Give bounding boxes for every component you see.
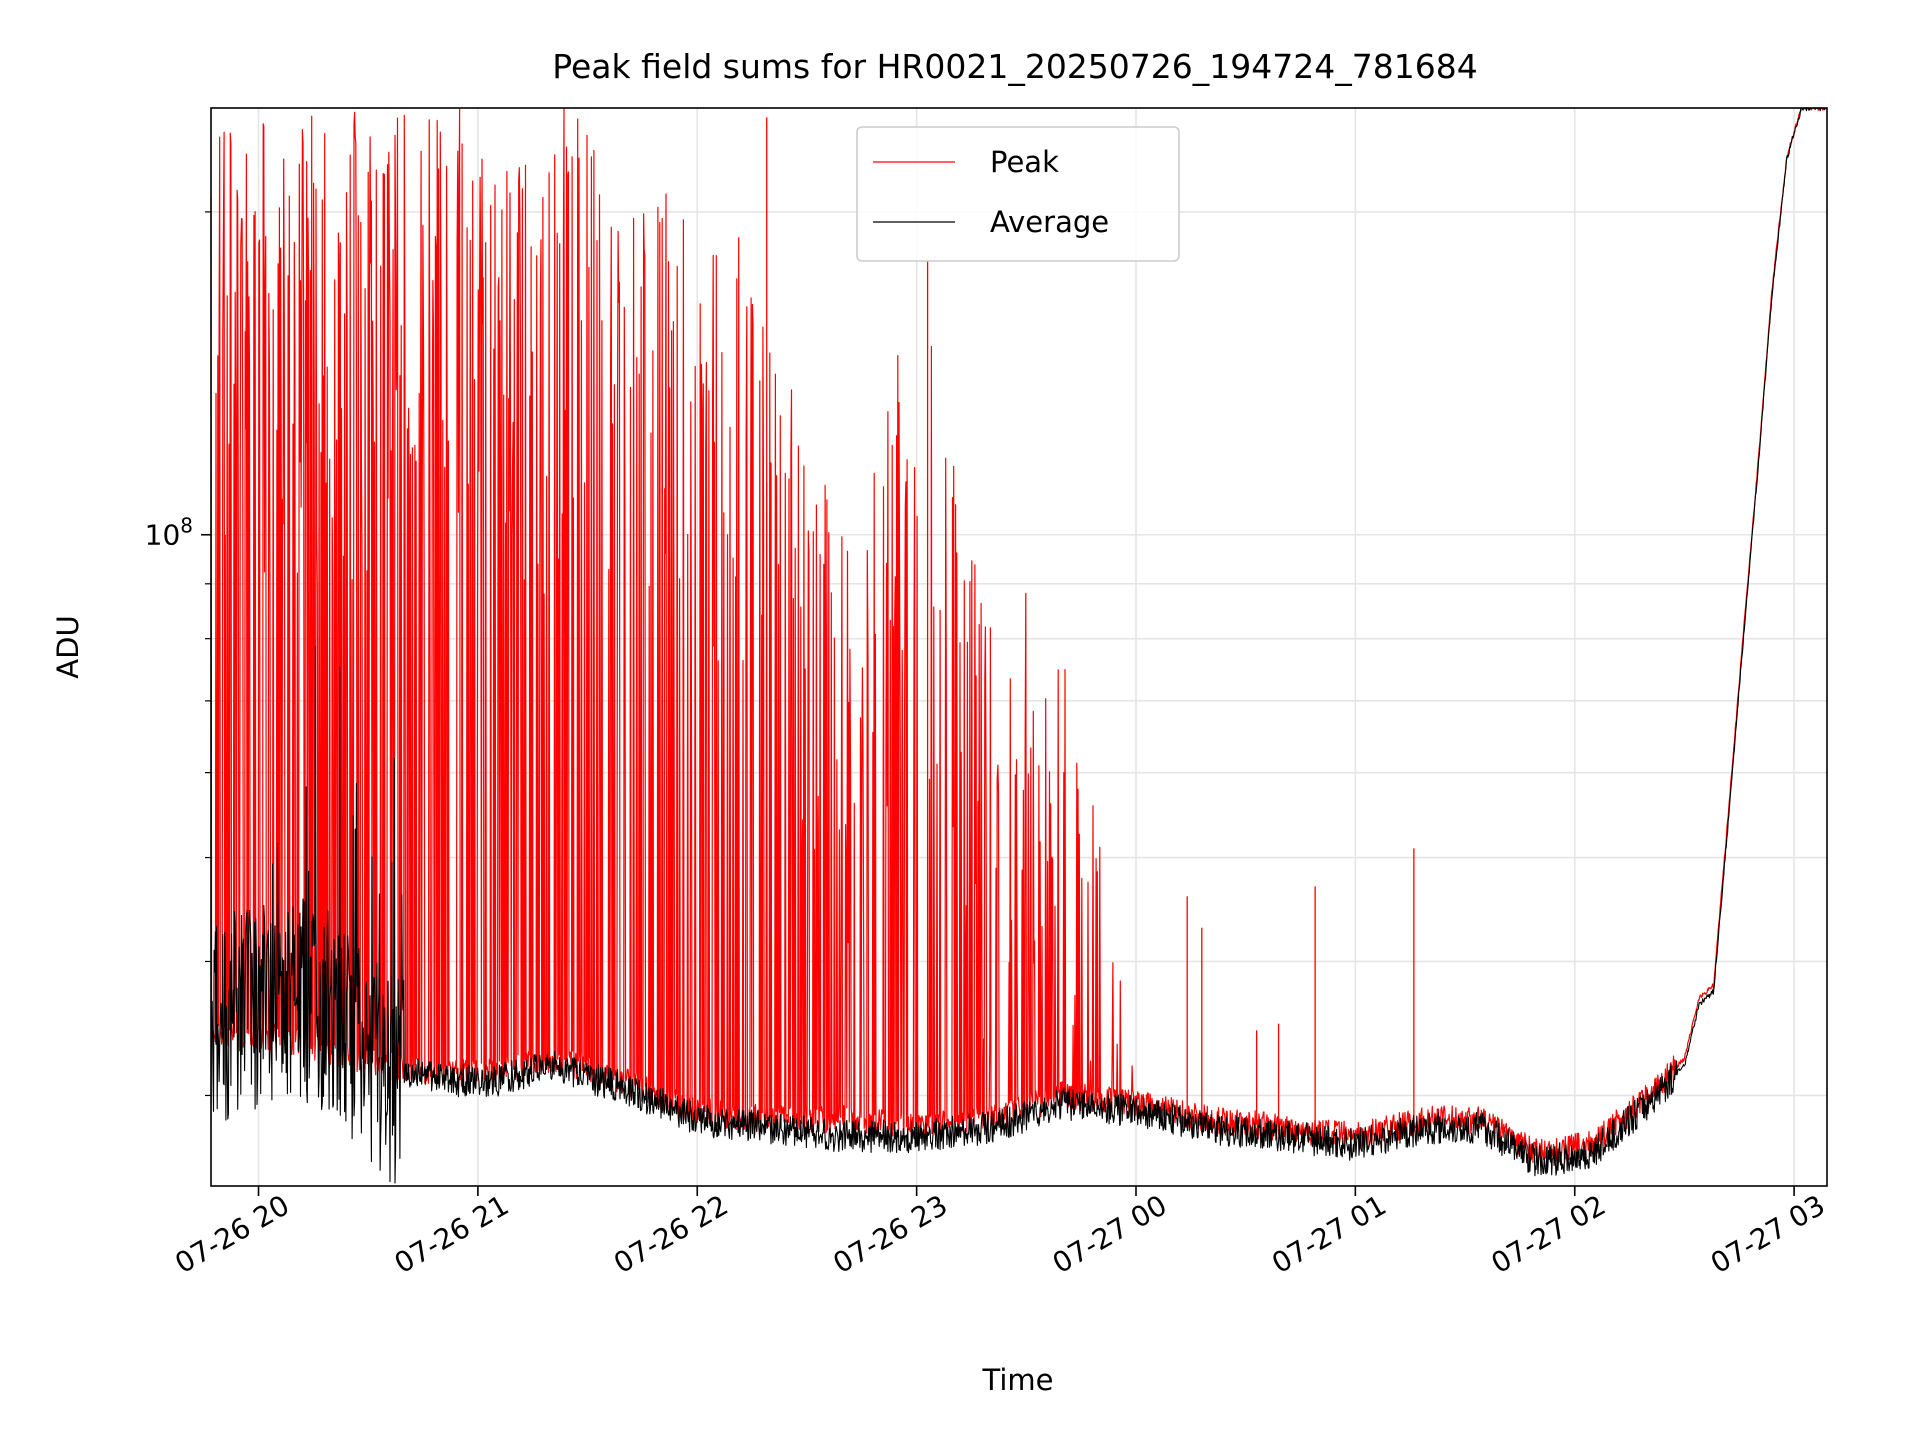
legend-label-peak: Peak bbox=[990, 145, 1059, 179]
y-axis-label: ADU bbox=[51, 615, 85, 678]
legend-box bbox=[856, 126, 1180, 262]
average-series-line bbox=[210, 107, 1827, 1184]
chart-title: Peak field sums for HR0021_20250726_1947… bbox=[552, 47, 1477, 86]
plot-series bbox=[210, 107, 1828, 1184]
plot-area-frame bbox=[210, 107, 1828, 1187]
legend-label-average: Average bbox=[990, 205, 1109, 239]
y-tick-label: 108 bbox=[145, 514, 193, 552]
legend: Peak Average bbox=[856, 126, 1180, 262]
y-axis-ticks: 108 bbox=[145, 211, 211, 1097]
grid-lines bbox=[211, 108, 1827, 1186]
x-axis-label: Time bbox=[982, 1363, 1054, 1397]
average-series bbox=[210, 107, 1827, 1184]
